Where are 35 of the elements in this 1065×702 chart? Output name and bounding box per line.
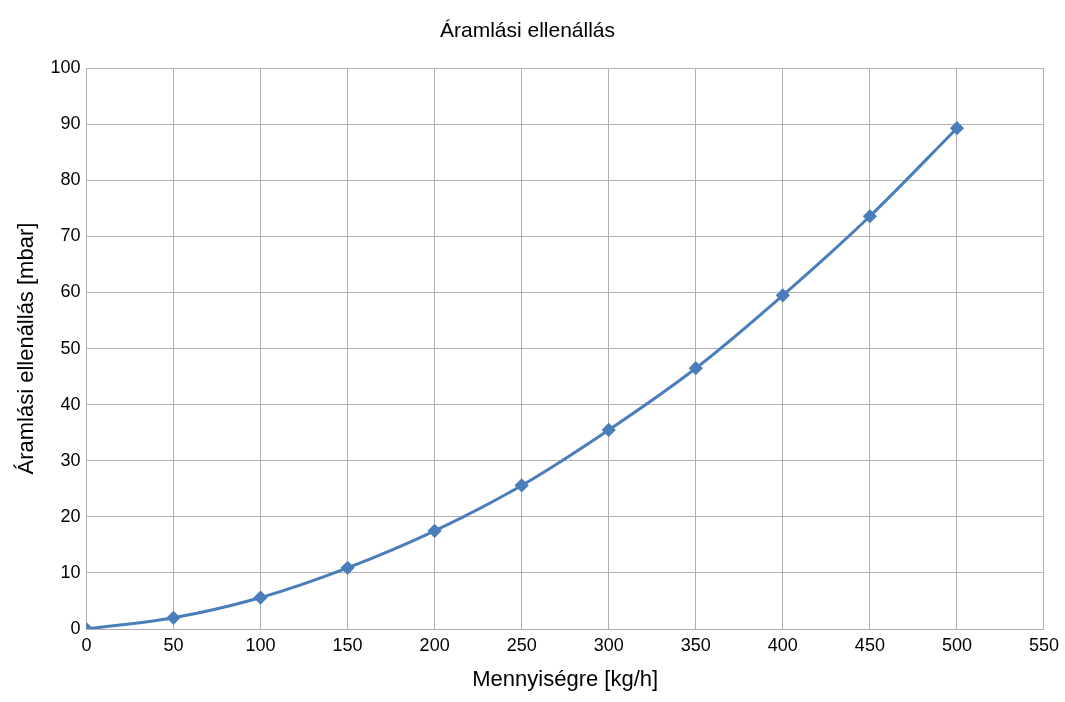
y-tick-label: 20	[60, 505, 81, 526]
point	[428, 524, 442, 538]
x-tick-label: 550	[1028, 634, 1060, 655]
chart-title: Áramlási ellenállás	[439, 18, 616, 42]
point	[341, 561, 355, 575]
point	[515, 478, 529, 492]
point	[776, 288, 790, 302]
x-tick-label: 150	[332, 634, 363, 655]
point	[254, 591, 268, 605]
y-tick-label: 10	[60, 561, 81, 582]
x-tick-label: 400	[767, 634, 798, 655]
x-tick-label: 100	[245, 634, 276, 655]
x-tick-label: 450	[854, 634, 885, 655]
point	[602, 423, 616, 437]
y-tick-label: 90	[60, 113, 81, 134]
point	[863, 209, 877, 223]
y-tick-label: 30	[60, 449, 81, 470]
x-tick-label: 300	[593, 634, 624, 655]
x-tick-label: 50	[163, 634, 184, 655]
x-tick-label: 350	[680, 634, 711, 655]
x-tick-label: 200	[419, 634, 450, 655]
x-tick-label: 250	[506, 634, 537, 655]
y-tick-label: 100	[50, 57, 81, 78]
y-tick-label: 0	[70, 617, 81, 638]
y-tick-label: 50	[60, 337, 81, 358]
y-tick-label: 80	[60, 169, 81, 190]
y-axis-title: Áramlási ellenállás [mbar]	[13, 222, 39, 475]
x-axis-title: Mennyiségre [kg/h]	[472, 665, 659, 691]
y-tick-label: 40	[60, 393, 81, 414]
point	[166, 611, 180, 625]
x-tick-label: 500	[941, 634, 972, 655]
point	[689, 361, 703, 375]
y-tick-label: 70	[60, 225, 81, 246]
point	[950, 121, 964, 135]
y-tick-label: 60	[60, 281, 81, 302]
